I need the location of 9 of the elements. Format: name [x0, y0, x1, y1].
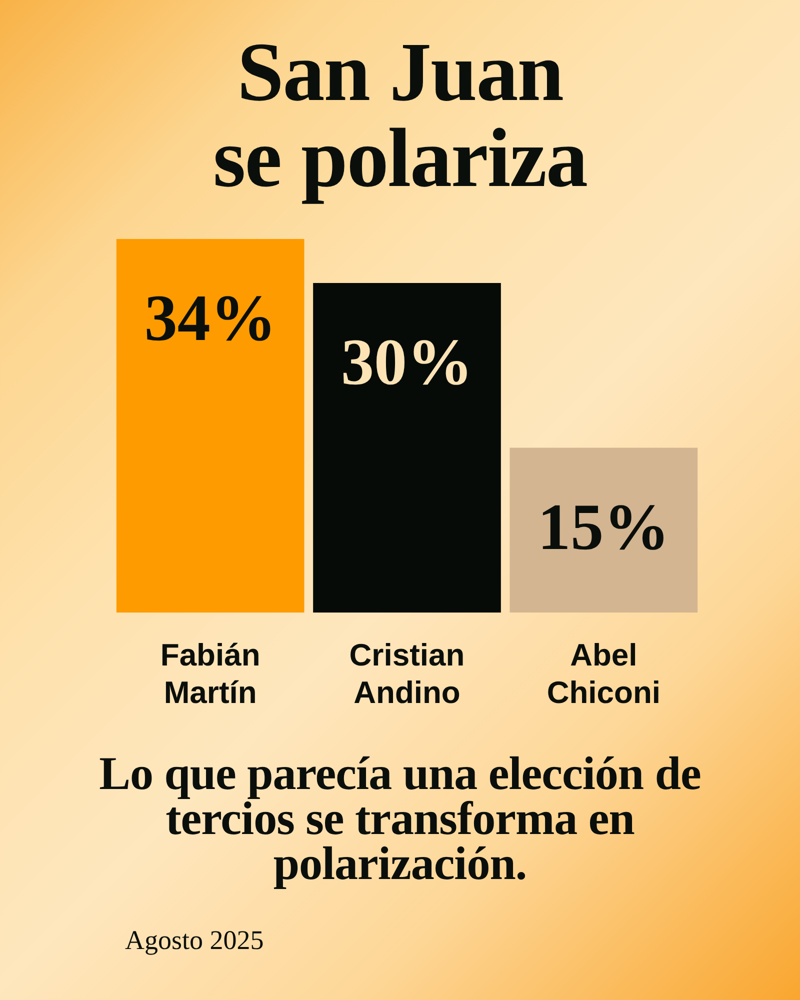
data-label: 15% [538, 490, 670, 564]
chart-title: San Juan se polariza [212, 26, 588, 205]
data-label: 34% [144, 282, 276, 356]
data-label: 30% [341, 326, 473, 399]
text: Lo que parecía una elección de tercios se transforma en polarización. [98, 748, 702, 890]
x-tick-label: Abel Chiconi [546, 638, 661, 710]
x-tick-label: Cristian Andino [349, 638, 465, 710]
x-tick-label: Fabián Martín [160, 638, 260, 710]
text: Agosto 2025 [125, 924, 264, 956]
